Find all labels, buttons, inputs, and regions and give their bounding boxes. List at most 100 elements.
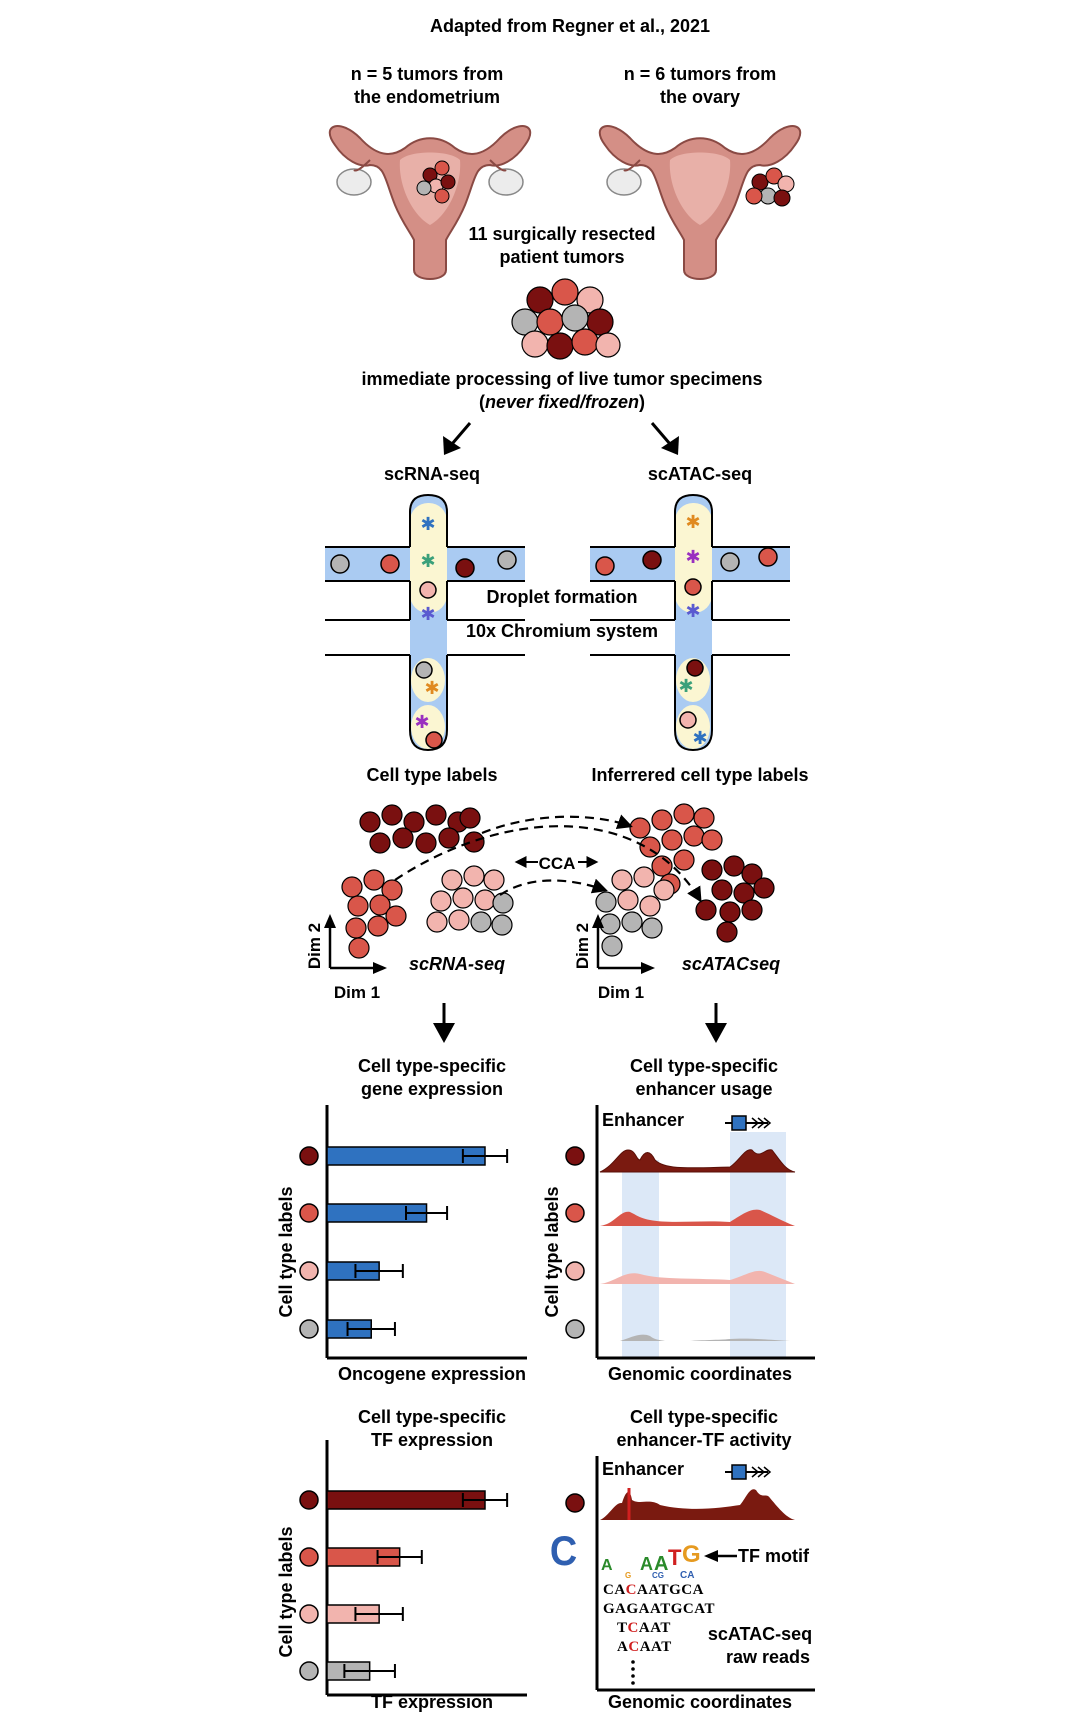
tfact-enhancer-label: Enhancer	[602, 1459, 684, 1479]
svg-text:✱: ✱	[414, 712, 429, 732]
read-1-highlight: C	[626, 1582, 637, 1598]
svg-text:✱: ✱	[420, 551, 435, 571]
split-arrows	[443, 422, 679, 455]
gene-panel-xlabel: Oncogene expression	[338, 1364, 526, 1384]
processing-italic: never fixed/frozen	[485, 392, 639, 412]
svg-text:✱: ✱	[424, 678, 439, 698]
droplet-formation-label: Droplet formation	[487, 587, 638, 607]
down-arrows	[433, 1003, 727, 1043]
svg-text:A: A	[601, 1557, 613, 1574]
enh-panel-title-line1: Cell type-specific	[630, 1056, 778, 1076]
gene-arrow-icon	[725, 1115, 772, 1131]
enh-panel-title-line2: enhancer usage	[635, 1079, 772, 1099]
svg-text:CA: CA	[680, 1570, 694, 1581]
svg-text:✱: ✱	[692, 728, 707, 748]
enh-panel-axes	[595, 1105, 815, 1360]
ovarian-tumor-cluster	[745, 167, 795, 207]
rna-red-cluster	[341, 869, 407, 959]
atac-pink-gray-cluster	[595, 866, 675, 957]
atac-embedding-axes	[592, 914, 655, 974]
source-citation: Adapted from Regner et al., 2021	[430, 16, 710, 36]
read-1: CACAATGCA	[603, 1582, 704, 1598]
raw-reads-line2: raw reads	[726, 1647, 810, 1667]
tf-panel-title-line2: TF expression	[371, 1430, 493, 1450]
read-1-pre: CA	[603, 1582, 626, 1598]
rna-dim2-label: Dim 2	[305, 923, 324, 969]
processing-line2: (never fixed/frozen)	[479, 392, 645, 412]
atac-embedding-label: scATACseq	[682, 954, 780, 974]
rna-darkred-cluster	[359, 804, 485, 854]
uterus-ovary-illustration	[598, 125, 802, 280]
endometrial-tumor-cluster	[416, 160, 456, 204]
gene-panel-title-line1: Cell type-specific	[358, 1056, 506, 1076]
ovary-count-line2: the ovary	[660, 87, 740, 107]
chip-scatac: ✱ ✱ ✱ ✱ ✱	[590, 493, 790, 752]
tf-bar-chart	[299, 1440, 527, 1697]
svg-text:G: G	[625, 1571, 631, 1580]
svg-text:CG: CG	[652, 1571, 664, 1580]
enh-panel-enhancer-label: Enhancer	[602, 1110, 684, 1130]
svg-text:✱: ✱	[685, 547, 700, 567]
svg-text:A: A	[654, 1553, 668, 1575]
oncogene-bar-chart	[299, 1105, 527, 1360]
oncogene-category-dot-4	[299, 1319, 319, 1339]
assay-scatac: scATAC-seq	[648, 464, 752, 484]
tfact-enhancer-track	[600, 1489, 795, 1520]
svg-text:✱: ✱	[685, 512, 700, 532]
read-3-pre: T	[617, 1620, 628, 1636]
tf-panel-xlabel: TF expression	[371, 1692, 493, 1712]
svg-text:A: A	[640, 1554, 653, 1574]
oncogene-category-dot-2	[299, 1203, 319, 1223]
endometrium-count-line1: n = 5 tumors from	[351, 64, 504, 84]
ovary-count-line1: n = 6 tumors from	[624, 64, 777, 84]
read-3-highlight: C	[628, 1620, 639, 1636]
read-2-pre: GAGAATGCAT	[603, 1601, 715, 1617]
tf-category-dot-3	[299, 1604, 319, 1624]
pooled-tumor-cells	[511, 278, 621, 360]
tfact-gene-arrow-icon	[725, 1464, 772, 1480]
oncogene-bar-1	[326, 1146, 486, 1166]
atac-dim2-label: Dim 2	[573, 923, 592, 969]
read-3: TCAAT	[617, 1620, 671, 1636]
tfact-darkred-dot	[565, 1493, 585, 1513]
rna-embedding-axes	[324, 914, 387, 974]
processing-line1: immediate processing of live tumor speci…	[361, 369, 762, 389]
resected-tumors-line1: 11 surgically resected	[468, 224, 655, 244]
svg-text:G: G	[682, 1541, 701, 1568]
read-4-pre: A	[617, 1639, 628, 1655]
read-2: GAGAATGCAT	[603, 1601, 715, 1617]
processing-open-paren: (	[479, 392, 485, 412]
enh-panel-xlabel: Genomic coordinates	[608, 1364, 792, 1384]
read-4: ACAAT	[617, 1639, 672, 1655]
resected-tumors-line2: patient tumors	[499, 247, 624, 267]
gene-panel-title-line2: gene expression	[361, 1079, 503, 1099]
svg-text:✱: ✱	[420, 604, 435, 624]
svg-text:✱: ✱	[678, 676, 693, 696]
tf-motif-logo: A C A A T G G CG CA	[550, 1528, 701, 1581]
tf-category-dot-4	[299, 1661, 319, 1681]
reads-ellipsis	[631, 1660, 635, 1685]
cca-label: CCA	[539, 854, 576, 873]
chromium-system-label: 10x Chromium system	[466, 621, 658, 641]
read-1-post: AATGCA	[637, 1582, 704, 1598]
read-3-post: AAT	[639, 1620, 671, 1636]
endometrium-count-line2: the endometrium	[354, 87, 500, 107]
read-4-highlight: C	[628, 1639, 639, 1655]
svg-text:T: T	[668, 1545, 682, 1570]
tfact-panel-title-line2: enhancer-TF activity	[616, 1430, 791, 1450]
tf-category-dot-2	[299, 1547, 319, 1567]
assay-scrna: scRNA-seq	[384, 464, 480, 484]
tf-bar-1	[326, 1490, 486, 1510]
enh-panel-ylabel: Cell type labels	[542, 1186, 562, 1317]
atac-labels-heading: Inferrered cell type labels	[591, 765, 808, 785]
tf-motif-label: TF motif	[738, 1546, 810, 1566]
tfact-axes	[595, 1456, 815, 1692]
atac-dim1-label: Dim 1	[598, 983, 644, 1002]
gene-panel-ylabel: Cell type labels	[276, 1186, 296, 1317]
svg-text:C: C	[550, 1528, 577, 1574]
tf-category-dot-1	[299, 1490, 319, 1510]
enh-panel-cell-dots	[565, 1146, 585, 1339]
tf-panel-title-line1: Cell type-specific	[358, 1407, 506, 1427]
tf-motif-pointer	[704, 1550, 737, 1562]
